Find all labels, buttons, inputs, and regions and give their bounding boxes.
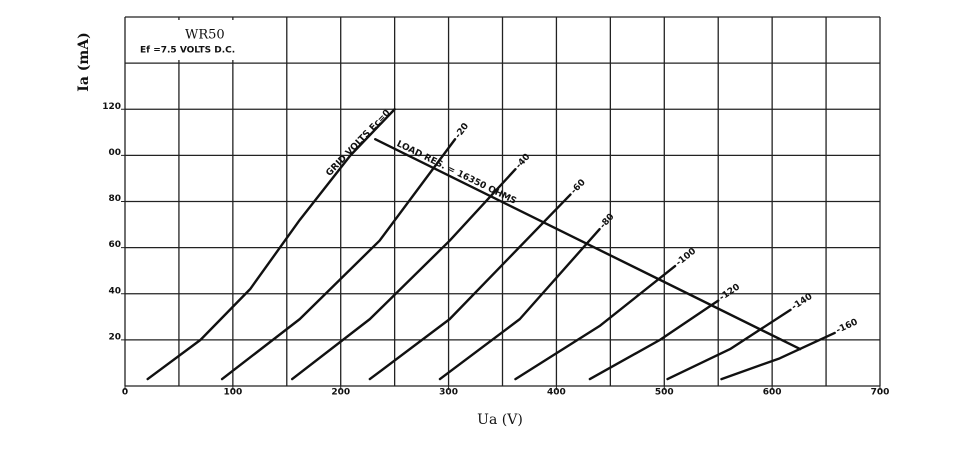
chart-subtitle: Ef =7.5 VOLTS D.C. <box>140 46 235 56</box>
y-tick-label: 80 <box>108 194 121 204</box>
y-tick-label: 40 <box>108 286 121 296</box>
title-box <box>128 20 286 60</box>
curve <box>290 168 517 381</box>
curve <box>438 227 601 381</box>
y-tick-label: 120 <box>102 102 121 112</box>
x-tick-label: 0 <box>122 388 128 398</box>
y-tick-label: 60 <box>108 240 121 250</box>
x-tick-label: 200 <box>331 388 350 398</box>
y-tick-label: 20 <box>108 332 121 342</box>
x-tick-label: 600 <box>763 388 782 398</box>
curve <box>720 331 836 381</box>
x-tick-label: 500 <box>655 388 674 398</box>
curve <box>374 138 802 351</box>
curve <box>588 299 720 381</box>
x-tick-label: 400 <box>547 388 566 398</box>
curve <box>368 193 572 381</box>
y-tick-label: 00 <box>108 148 121 158</box>
x-tick-label: 700 <box>871 388 890 398</box>
curve <box>514 264 677 381</box>
x-axis-label: Ua (V) <box>477 412 523 428</box>
x-tick-label: 300 <box>439 388 458 398</box>
x-tick-label: 100 <box>223 388 242 398</box>
curve <box>220 138 457 381</box>
curve <box>666 308 792 381</box>
y-axis-label: Ia (mA) <box>76 32 92 91</box>
curve <box>146 108 396 381</box>
chart-title: WR50 <box>185 28 225 43</box>
